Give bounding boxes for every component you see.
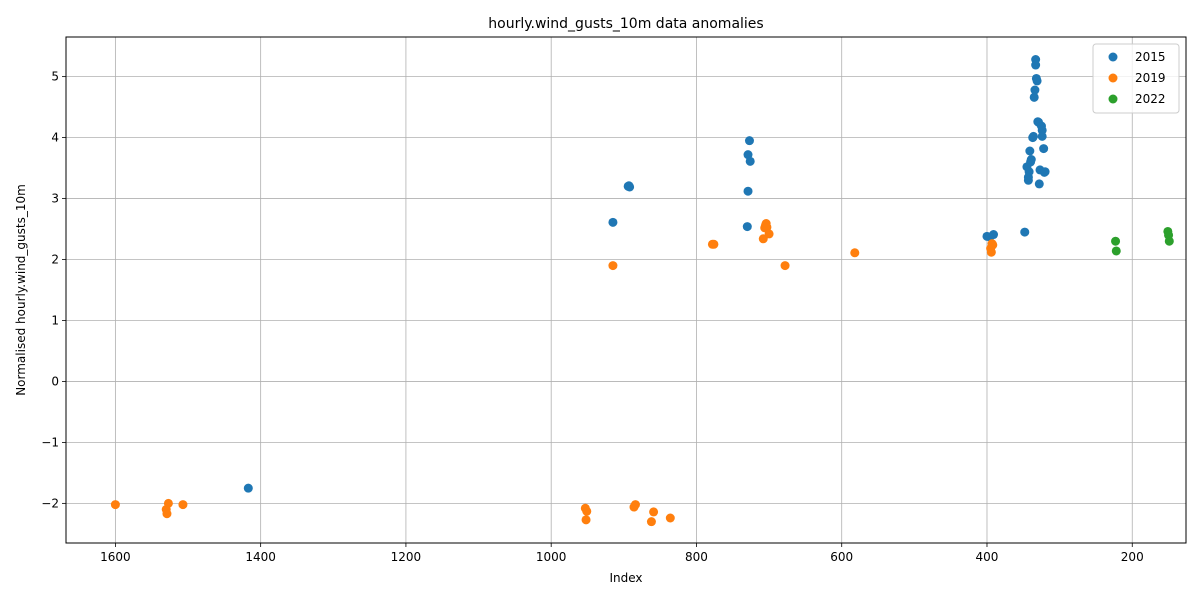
data-point: [608, 217, 618, 227]
data-point: [1020, 227, 1030, 237]
grid-lines: [66, 37, 1186, 543]
data-point: [743, 186, 753, 196]
data-points: [110, 55, 1174, 527]
y-tick-label: 0: [51, 374, 59, 388]
data-point: [1111, 236, 1121, 246]
data-point: [1026, 155, 1036, 165]
data-point: [1037, 131, 1047, 141]
plot-area-frame: [65, 36, 1187, 544]
data-point: [1024, 167, 1034, 177]
data-point: [744, 136, 754, 146]
data-point: [1029, 92, 1039, 102]
data-point: [745, 156, 755, 166]
data-point: [625, 182, 635, 192]
y-tick-label: −1: [41, 435, 59, 449]
data-point: [1030, 85, 1040, 95]
legend-marker-2019: [1108, 73, 1118, 83]
data-point: [1025, 146, 1035, 156]
data-point: [178, 500, 188, 510]
legend-item-2019: 2019: [1108, 71, 1166, 85]
data-point: [764, 229, 774, 239]
legend-item-2015: 2015: [1108, 50, 1166, 64]
data-point: [1111, 246, 1121, 256]
data-point: [709, 239, 719, 249]
data-point: [986, 247, 996, 257]
y-axis-label: Normalised hourly.wind_gusts_10m: [14, 184, 28, 396]
legend-label-2019: 2019: [1135, 71, 1166, 85]
y-tick-label: 5: [51, 70, 59, 84]
legend: 2015 2019 2022: [1092, 43, 1180, 114]
legend-item-2022: 2022: [1108, 92, 1166, 106]
data-point: [582, 506, 592, 516]
data-point: [989, 230, 999, 240]
data-point: [1040, 167, 1050, 177]
data-point: [162, 509, 172, 519]
legend-label-2015: 2015: [1135, 50, 1166, 64]
data-point: [1034, 179, 1044, 189]
x-tick-label: 800: [685, 550, 708, 564]
series-2019: [110, 219, 998, 527]
y-tick-label: 3: [51, 192, 59, 206]
x-tick-label: 1600: [100, 550, 131, 564]
data-point: [988, 240, 998, 250]
data-point: [780, 261, 790, 271]
legend-marker-2022: [1108, 94, 1118, 104]
y-tick-label: −2: [41, 496, 59, 510]
series-2015: [243, 55, 1050, 493]
y-tick-label: 2: [51, 253, 59, 267]
data-point: [1032, 76, 1042, 86]
data-point: [243, 483, 253, 493]
chart-title: hourly.wind_gusts_10m data anomalies: [488, 16, 763, 32]
data-point: [630, 500, 640, 510]
legend-marker-2015: [1108, 52, 1118, 62]
x-tick-label: 1000: [536, 550, 567, 564]
data-point: [665, 513, 675, 523]
x-tick-label: 400: [976, 550, 999, 564]
data-point: [1031, 60, 1041, 70]
x-tick-label: 1200: [391, 550, 422, 564]
data-point: [742, 222, 752, 232]
x-axis-label: Index: [609, 571, 642, 585]
data-point: [649, 507, 659, 517]
data-point: [646, 517, 656, 527]
data-point: [608, 261, 618, 271]
x-tick-label: 600: [830, 550, 853, 564]
data-point: [850, 248, 860, 258]
series-2022: [1111, 226, 1174, 256]
data-point: [163, 498, 173, 508]
legend-label-2022: 2022: [1135, 92, 1166, 106]
x-tick-label: 200: [1121, 550, 1144, 564]
y-tick-label: 1: [51, 313, 59, 327]
data-point: [1028, 131, 1038, 141]
data-point: [1039, 144, 1049, 154]
data-point: [1164, 236, 1174, 246]
data-point: [110, 500, 120, 510]
data-point: [581, 515, 591, 525]
y-tick-label: 4: [51, 131, 59, 145]
x-tick-label: 1400: [245, 550, 276, 564]
y-axis-ticks: −2 −1 0 1 2 3 4 5: [41, 70, 66, 510]
x-axis-ticks: 1600 1400 1200 1000 800 600 400 200: [100, 543, 1144, 564]
